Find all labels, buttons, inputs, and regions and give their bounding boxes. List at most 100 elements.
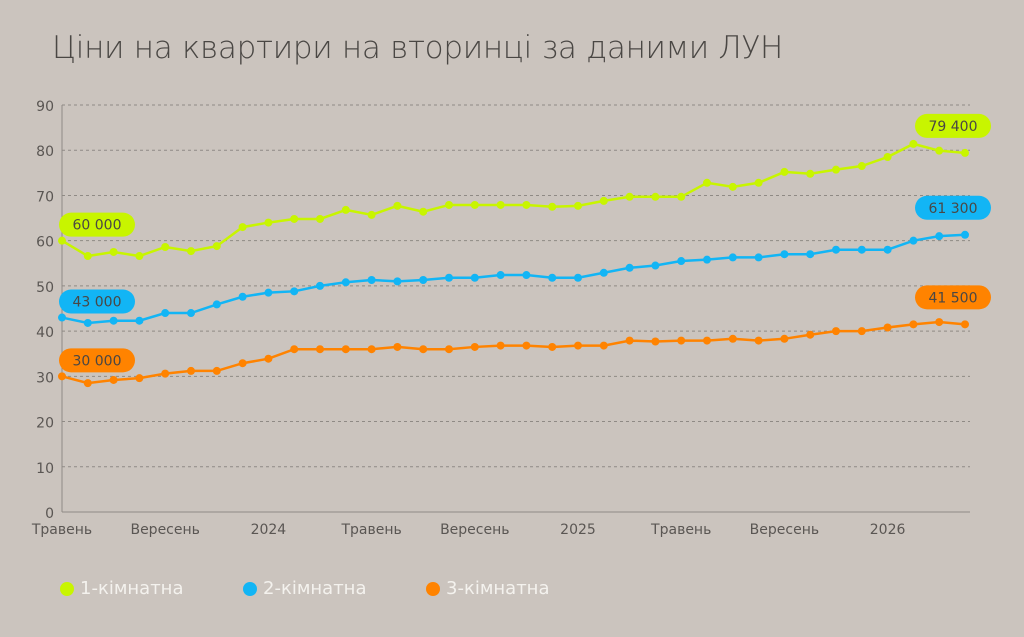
data-point	[316, 214, 324, 223]
y-tick-label: 50	[36, 280, 54, 296]
data-point	[651, 337, 660, 346]
value-label: 41 500	[929, 290, 978, 306]
data-point	[161, 242, 170, 251]
data-point	[264, 354, 273, 363]
y-tick-label: 70	[36, 189, 54, 205]
data-point	[290, 345, 299, 354]
data-point	[599, 196, 608, 205]
y-tick-label: 30	[36, 370, 54, 386]
data-point	[728, 253, 737, 262]
x-tick-label: Вересень	[440, 522, 509, 538]
data-point	[470, 273, 479, 282]
legend-dot	[60, 581, 74, 596]
data-point	[496, 271, 505, 280]
data-point	[212, 300, 221, 309]
data-point	[780, 167, 789, 176]
data-point	[290, 214, 299, 223]
data-point	[135, 374, 144, 383]
data-point	[470, 200, 479, 209]
data-point	[419, 345, 428, 354]
value-label-pill	[59, 348, 135, 373]
data-point	[832, 165, 840, 174]
legend-label: 2-кімнатна	[263, 578, 367, 599]
value-label-pill	[915, 113, 991, 138]
data-point	[806, 169, 815, 178]
data-point	[83, 379, 92, 388]
data-point	[522, 341, 531, 350]
data-point	[548, 273, 557, 282]
data-point	[316, 345, 324, 354]
value-label-pill	[59, 212, 135, 237]
data-point	[419, 276, 428, 285]
data-point	[625, 192, 634, 201]
data-point	[625, 336, 634, 345]
series-line	[61, 320, 966, 385]
chart-title: Ціни на квартири на вторинці за даними Л…	[52, 30, 784, 66]
data-point	[651, 261, 660, 270]
legend-item-1: 1-кімнатна	[60, 578, 183, 599]
legend-item-2: 2-кімнатна	[243, 578, 366, 599]
data-point	[703, 336, 711, 345]
x-tick-label: 2024	[251, 522, 287, 538]
y-tick-label: 90	[36, 99, 54, 115]
data-point	[341, 205, 350, 214]
data-point	[574, 201, 582, 210]
data-point	[703, 255, 711, 264]
data-point	[832, 245, 840, 254]
data-point	[677, 192, 686, 201]
x-tick-label: 2026	[870, 522, 906, 538]
data-point	[961, 230, 969, 239]
data-point	[238, 292, 247, 301]
data-point	[909, 236, 918, 245]
data-point	[857, 162, 866, 171]
data-point	[109, 316, 118, 325]
legend-dot	[426, 581, 440, 596]
data-point	[961, 320, 969, 329]
y-tick-label: 10	[36, 461, 54, 477]
data-point	[445, 200, 453, 209]
data-point	[238, 359, 247, 368]
data-point	[703, 178, 711, 187]
data-point	[883, 323, 892, 332]
series-line	[61, 142, 966, 258]
value-label-pill	[59, 289, 135, 314]
data-point	[883, 153, 892, 162]
value-label-pill	[915, 195, 991, 220]
x-tick-label: Травень	[650, 522, 711, 538]
data-point	[522, 200, 531, 209]
y-tick-label: 20	[36, 416, 54, 432]
data-point	[857, 327, 866, 336]
data-point	[574, 341, 582, 350]
data-point	[58, 236, 66, 245]
legend-label: 1-кімнатна	[80, 578, 184, 599]
value-label: 43 000	[73, 295, 122, 311]
value-label: 60 000	[73, 218, 122, 234]
data-point	[58, 313, 66, 322]
data-point	[522, 271, 531, 280]
x-tick-label: Травень	[31, 522, 92, 538]
data-point	[935, 232, 944, 241]
data-point	[574, 273, 582, 282]
data-point	[806, 250, 815, 259]
value-label: 79 400	[929, 119, 978, 135]
data-point	[419, 207, 428, 216]
data-point	[548, 202, 557, 211]
data-point	[316, 281, 324, 290]
legend-item-3: 3-кімнатна	[426, 578, 549, 599]
data-point	[109, 375, 118, 384]
data-point	[935, 146, 944, 155]
data-point	[445, 273, 453, 282]
data-point	[290, 287, 299, 296]
data-point	[341, 278, 350, 287]
data-point	[393, 201, 402, 210]
data-point	[883, 245, 892, 254]
data-point	[832, 327, 840, 336]
legend-dot	[243, 581, 257, 596]
data-point	[367, 345, 376, 354]
data-point	[754, 253, 763, 262]
data-point	[909, 320, 918, 329]
data-point	[754, 336, 763, 345]
data-point	[58, 372, 66, 381]
data-point	[83, 252, 92, 261]
data-point	[496, 200, 505, 209]
